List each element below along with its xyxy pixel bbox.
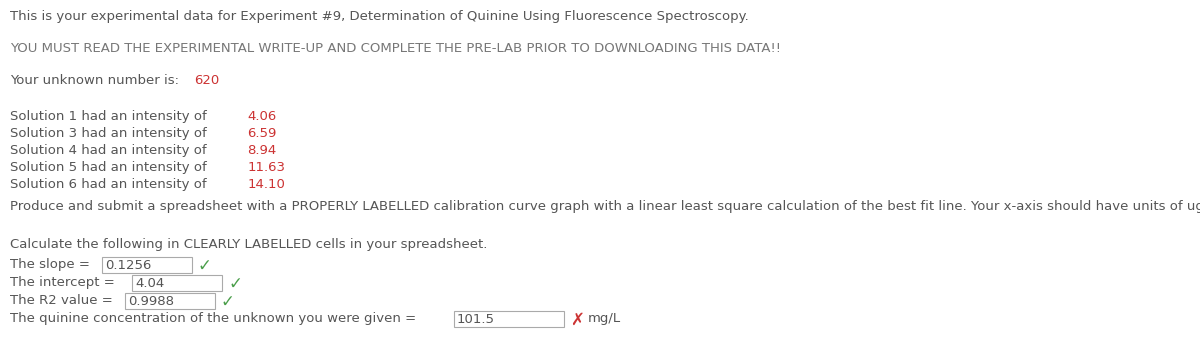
Text: 620: 620 <box>193 74 218 87</box>
Text: Solution 4 had an intensity of: Solution 4 had an intensity of <box>10 144 211 157</box>
Text: 4.04: 4.04 <box>136 277 164 290</box>
Text: This is your experimental data for Experiment #9, Determination of Quinine Using: This is your experimental data for Exper… <box>10 10 749 23</box>
Text: YOU MUST READ THE EXPERIMENTAL WRITE-UP AND COMPLETE THE PRE-LAB PRIOR TO DOWNLO: YOU MUST READ THE EXPERIMENTAL WRITE-UP … <box>10 42 781 55</box>
Text: The slope =: The slope = <box>10 258 94 271</box>
Text: Solution 6 had an intensity of: Solution 6 had an intensity of <box>10 178 211 191</box>
Text: ✓: ✓ <box>221 293 235 311</box>
Text: 8.94: 8.94 <box>247 144 276 157</box>
FancyBboxPatch shape <box>125 293 215 309</box>
Text: ✓: ✓ <box>228 275 242 293</box>
Text: The R2 value =: The R2 value = <box>10 294 118 307</box>
Text: Produce and submit a spreadsheet with a PROPERLY LABELLED calibration curve grap: Produce and submit a spreadsheet with a … <box>10 200 1200 213</box>
Text: 0.1256: 0.1256 <box>104 259 151 272</box>
Text: ✓: ✓ <box>198 257 211 275</box>
Text: 101.5: 101.5 <box>457 313 494 326</box>
Text: Solution 3 had an intensity of: Solution 3 had an intensity of <box>10 127 211 140</box>
Text: Solution 5 had an intensity of: Solution 5 had an intensity of <box>10 161 211 174</box>
Text: Solution 1 had an intensity of: Solution 1 had an intensity of <box>10 110 211 123</box>
Text: The intercept =: The intercept = <box>10 276 119 289</box>
Text: mg/L: mg/L <box>588 312 620 325</box>
Text: The quinine concentration of the unknown you were given =: The quinine concentration of the unknown… <box>10 312 420 325</box>
Text: Your unknown number is:: Your unknown number is: <box>10 74 184 87</box>
Text: Calculate the following in CLEARLY LABELLED cells in your spreadsheet.: Calculate the following in CLEARLY LABEL… <box>10 238 487 251</box>
Text: 11.63: 11.63 <box>247 161 286 174</box>
FancyBboxPatch shape <box>132 275 222 291</box>
Text: 0.9988: 0.9988 <box>127 295 174 308</box>
Text: 14.10: 14.10 <box>247 178 286 191</box>
FancyBboxPatch shape <box>102 257 192 273</box>
FancyBboxPatch shape <box>454 311 564 327</box>
Text: 6.59: 6.59 <box>247 127 277 140</box>
Text: ✗: ✗ <box>570 311 583 329</box>
Text: 4.06: 4.06 <box>247 110 276 123</box>
